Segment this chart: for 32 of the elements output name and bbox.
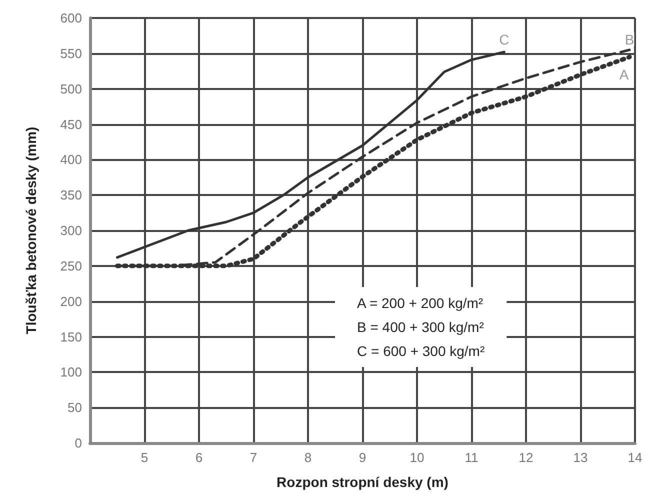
y-tick-label: 400 xyxy=(60,152,82,168)
x-tick-label: 13 xyxy=(573,450,588,465)
x-tick-label: 6 xyxy=(195,450,203,465)
annotation: C = 600 + 300 kg/m² xyxy=(357,343,485,359)
annotation: B xyxy=(624,31,634,48)
annotation: A = 200 + 200 kg/m² xyxy=(357,295,484,311)
y-tick-label: 0 xyxy=(74,436,82,450)
annotation: C xyxy=(499,31,510,48)
y-tick-label: 550 xyxy=(60,46,82,61)
y-tick-label: 100 xyxy=(60,364,82,380)
x-tick-label: 12 xyxy=(518,450,534,465)
x-tick-label: 9 xyxy=(358,450,366,465)
x-tick-label: 10 xyxy=(410,450,424,465)
x-tick-label: 8 xyxy=(304,450,312,465)
y-tick-label: 350 xyxy=(60,188,82,203)
x-axis-title: Rozpon stropní desky (m) xyxy=(276,474,448,490)
y-tick-label: 600 xyxy=(60,10,82,26)
y-tick-label: 50 xyxy=(68,400,82,416)
y-tick-label: 150 xyxy=(60,329,82,344)
line-series xyxy=(116,50,506,259)
x-tick-label: 11 xyxy=(464,450,478,465)
y-axis-title: Tloušťka betonové desky (mm) xyxy=(23,126,39,334)
x-tick-label: 7 xyxy=(250,450,258,465)
annotation: A xyxy=(619,66,630,83)
y-tick-label: 200 xyxy=(60,294,82,309)
x-tick-label: 14 xyxy=(628,450,642,465)
y-tick-label: 500 xyxy=(60,81,82,96)
annotation: B = 400 + 300 kg/m² xyxy=(357,319,484,335)
y-tick-label: 300 xyxy=(60,223,82,238)
x-tick-label: 5 xyxy=(140,450,148,465)
y-tick-label: 450 xyxy=(60,116,82,132)
y-tick-label: 250 xyxy=(60,258,82,274)
